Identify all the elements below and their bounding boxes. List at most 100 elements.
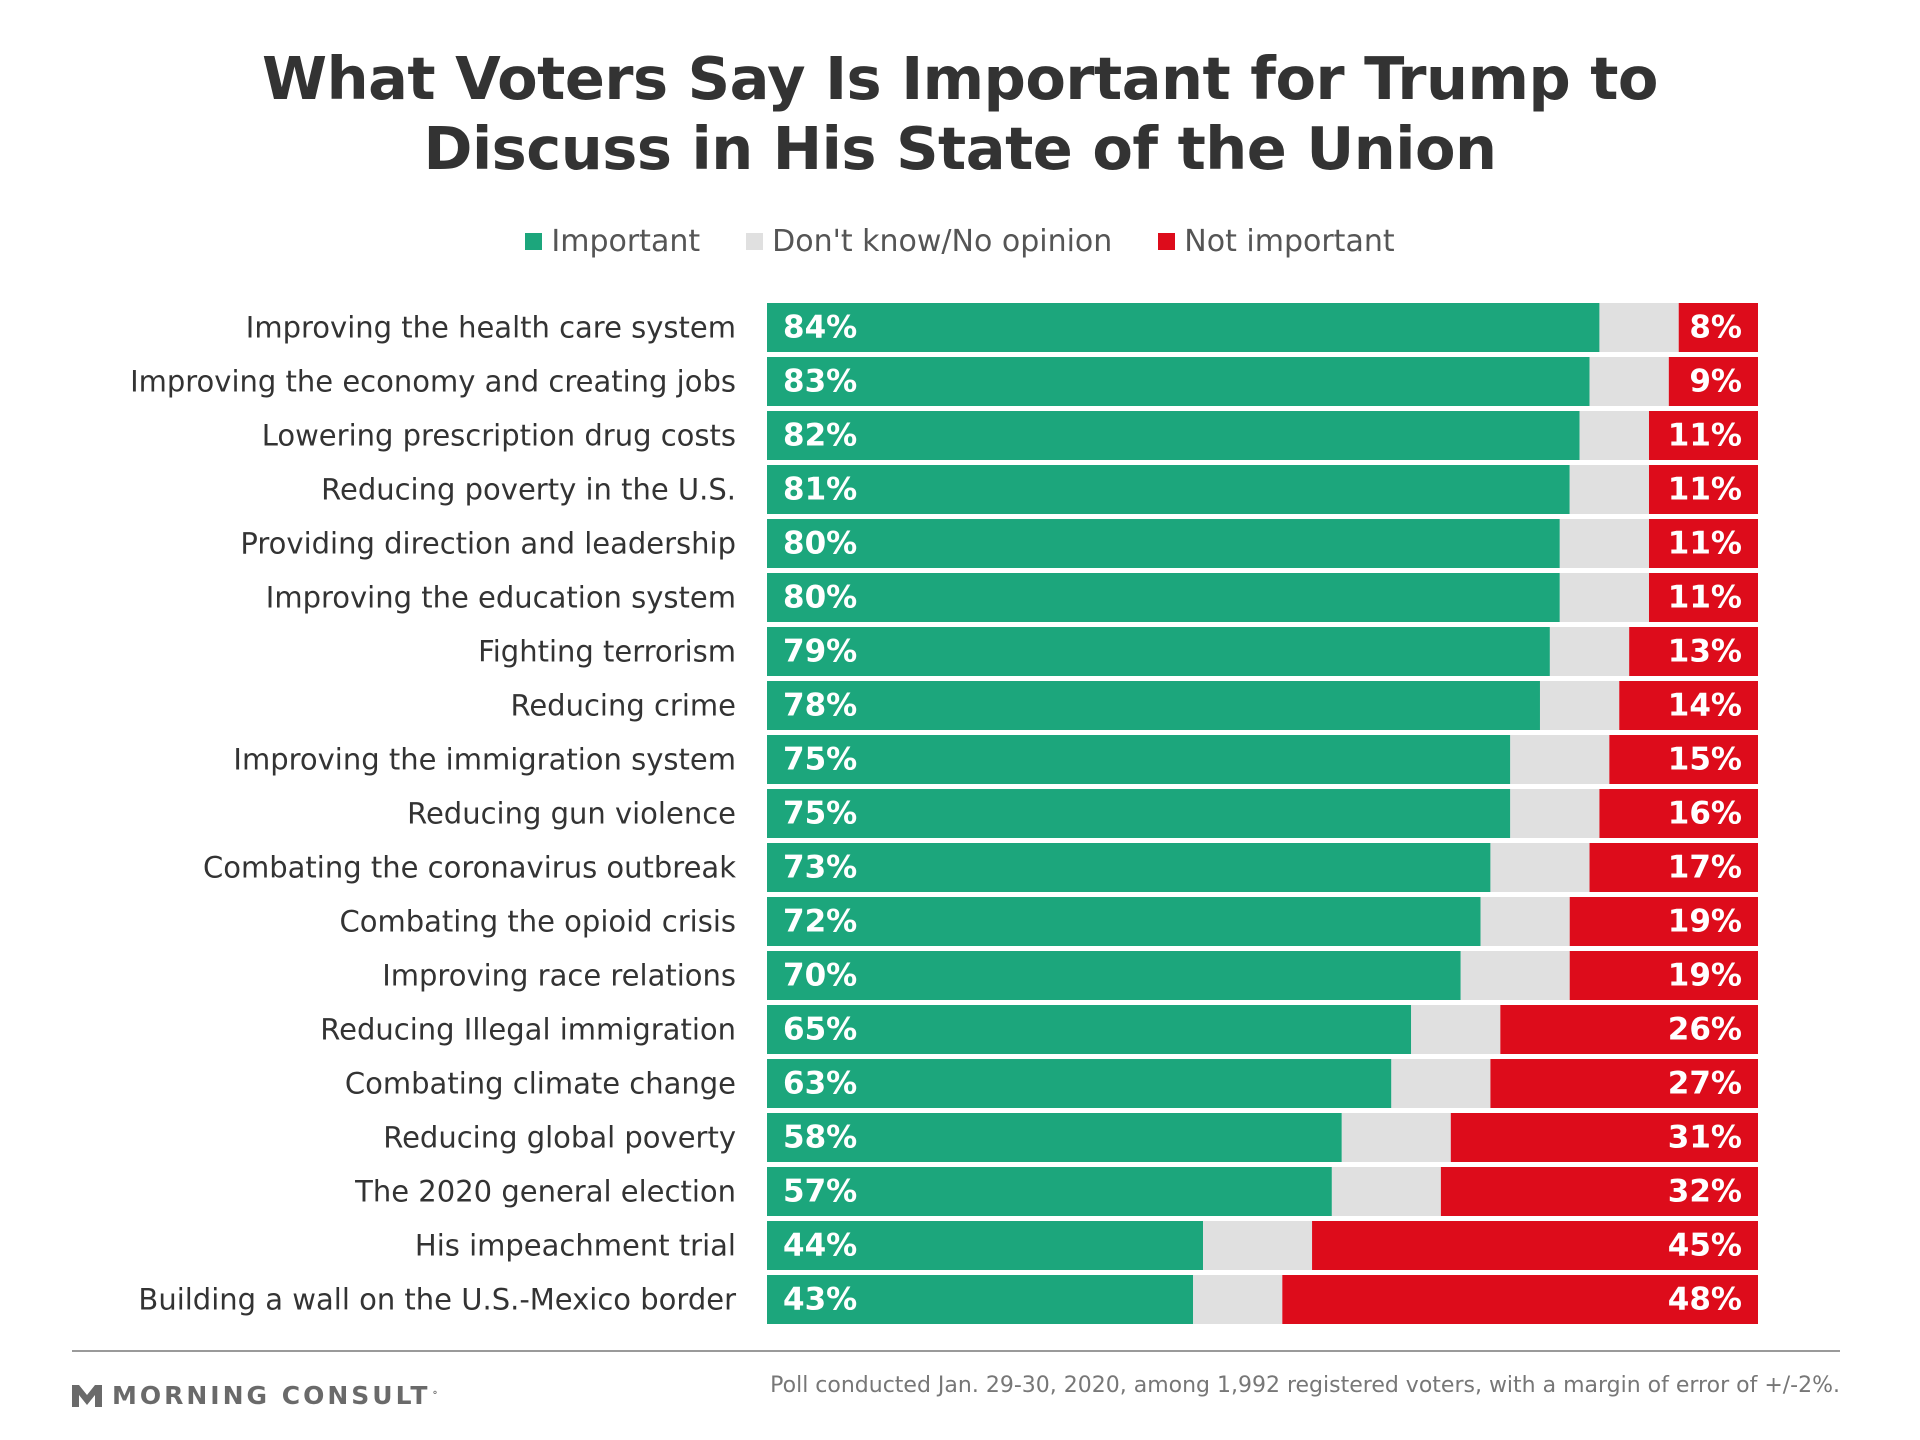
legend-label-important: Important (551, 224, 701, 259)
data-label-not-important-his-impeachment-trial: 45% (1668, 1228, 1742, 1264)
data-label-important-reducing-gun-violence: 75% (783, 796, 857, 832)
data-label-not-important-reducing-poverty-in-the-u-s: 11% (1668, 472, 1742, 508)
chart-title-line-2: Discuss in His State of the Union (423, 114, 1497, 183)
bar-not-important-improving-the-education-system (1648, 573, 1758, 622)
bar-dont-know-improving-the-health-care-system (1599, 303, 1679, 352)
bar-not-important-combating-the-coronavirus-outbreak (1589, 843, 1758, 892)
bar-important-combating-climate-change (767, 1059, 1392, 1108)
bar-not-important-improving-the-economy-and-creating-jobs (1668, 357, 1758, 406)
category-label-improving-the-economy-and-creating-jobs: Improving the economy and creating jobs (130, 365, 736, 399)
data-label-important-providing-direction-and-leadership: 80% (783, 526, 857, 562)
bar-important-improving-the-economy-and-creating-jobs (767, 357, 1590, 406)
bar-important-reducing-gun-violence (767, 789, 1511, 838)
data-label-important-his-impeachment-trial: 44% (783, 1228, 857, 1264)
morning-consult-logo: MORNING CONSULT ° (72, 1381, 437, 1410)
bar-not-important-reducing-illegal-immigration (1500, 1005, 1758, 1054)
data-label-not-important-reducing-global-poverty: 31% (1668, 1120, 1742, 1156)
legend-swatch-dont-know (746, 233, 764, 250)
chart-title-line-1: What Voters Say Is Important for Trump t… (262, 44, 1658, 113)
bar-important-improving-race-relations (767, 951, 1461, 1000)
bar-dont-know-combating-the-coronavirus-outbreak (1490, 843, 1590, 892)
bar-important-combating-the-coronavirus-outbreak (767, 843, 1491, 892)
data-label-important-lowering-prescription-drug-costs: 82% (783, 418, 857, 454)
bar-not-important-reducing-global-poverty (1450, 1113, 1758, 1162)
category-label-combating-the-opioid-crisis: Combating the opioid crisis (340, 905, 737, 939)
data-label-important-fighting-terrorism: 79% (783, 634, 857, 670)
bar-important-reducing-poverty-in-the-u-s (767, 465, 1570, 514)
bar-dont-know-his-impeachment-trial (1203, 1221, 1313, 1270)
bar-not-important-building-a-wall-on-the-u-s-mexico-border (1282, 1275, 1758, 1324)
bar-dont-know-improving-the-economy-and-creating-jobs (1589, 357, 1669, 406)
footer-divider (72, 1350, 1840, 1352)
bar-not-important-improving-race-relations (1569, 951, 1758, 1000)
bar-dont-know-combating-climate-change (1391, 1059, 1491, 1108)
data-label-important-improving-race-relations: 70% (783, 958, 857, 994)
bar-important-improving-the-education-system (767, 573, 1560, 622)
legend-item-important: Important (525, 224, 700, 259)
bar-not-important-improving-the-immigration-system (1609, 735, 1758, 784)
bar-dont-know-combating-the-opioid-crisis (1480, 897, 1570, 946)
bar-not-important-the-2020-general-election (1440, 1167, 1758, 1216)
data-label-important-combating-the-coronavirus-outbreak: 73% (783, 850, 857, 886)
data-label-not-important-fighting-terrorism: 13% (1668, 634, 1742, 670)
data-label-important-improving-the-health-care-system: 84% (783, 310, 857, 346)
data-label-not-important-lowering-prescription-drug-costs: 11% (1668, 418, 1742, 454)
data-label-not-important-improving-the-immigration-system: 15% (1668, 742, 1742, 778)
bar-dont-know-reducing-poverty-in-the-u-s (1569, 465, 1649, 514)
legend-swatch-not-important (1158, 233, 1176, 250)
bar-dont-know-reducing-global-poverty (1341, 1113, 1451, 1162)
bar-not-important-reducing-poverty-in-the-u-s (1648, 465, 1758, 514)
bar-dont-know-fighting-terrorism (1549, 627, 1630, 676)
data-label-important-improving-the-education-system: 80% (783, 580, 857, 616)
bar-important-reducing-global-poverty (767, 1113, 1342, 1162)
data-label-important-combating-the-opioid-crisis: 72% (783, 904, 857, 940)
bar-not-important-providing-direction-and-leadership (1648, 519, 1758, 568)
chart-legend: Important Don't know/No opinion Not impo… (0, 224, 1920, 259)
category-label-providing-direction-and-leadership: Providing direction and leadership (240, 527, 736, 561)
bar-dont-know-improving-the-immigration-system (1510, 735, 1610, 784)
data-label-not-important-combating-climate-change: 27% (1668, 1066, 1742, 1102)
category-label-lowering-prescription-drug-costs: Lowering prescription drug costs (262, 419, 736, 453)
data-label-not-important-improving-race-relations: 19% (1668, 958, 1742, 994)
category-label-improving-the-education-system: Improving the education system (266, 581, 736, 615)
data-label-not-important-improving-the-education-system: 11% (1668, 580, 1742, 616)
category-label-improving-race-relations: Improving race relations (382, 959, 736, 993)
category-label-reducing-poverty-in-the-u-s: Reducing poverty in the U.S. (321, 473, 736, 507)
bar-important-improving-the-health-care-system (767, 303, 1600, 352)
bar-not-important-reducing-gun-violence (1599, 789, 1758, 838)
bar-dont-know-improving-race-relations (1460, 951, 1570, 1000)
category-label-fighting-terrorism: Fighting terrorism (478, 635, 736, 669)
chart-title: What Voters Say Is Important for Trump t… (0, 44, 1920, 184)
data-label-important-reducing-global-poverty: 58% (783, 1120, 857, 1156)
bar-dont-know-reducing-gun-violence (1510, 789, 1600, 838)
bar-dont-know-lowering-prescription-drug-costs (1579, 411, 1649, 460)
data-label-not-important-reducing-gun-violence: 16% (1668, 796, 1742, 832)
category-label-reducing-gun-violence: Reducing gun violence (407, 797, 736, 831)
registered-mark: ° (432, 1390, 438, 1401)
data-label-not-important-improving-the-economy-and-creating-jobs: 9% (1689, 364, 1742, 400)
data-label-important-combating-climate-change: 63% (783, 1066, 857, 1102)
bar-not-important-his-impeachment-trial (1312, 1221, 1758, 1270)
bar-not-important-reducing-crime (1619, 681, 1758, 730)
legend-item-not-important: Not important (1158, 224, 1395, 259)
bar-important-improving-the-immigration-system (767, 735, 1511, 784)
bar-dont-know-providing-direction-and-leadership (1559, 519, 1649, 568)
data-label-not-important-improving-the-health-care-system: 8% (1689, 310, 1742, 346)
data-label-not-important-combating-the-coronavirus-outbreak: 17% (1668, 850, 1742, 886)
data-label-not-important-reducing-illegal-immigration: 26% (1668, 1012, 1742, 1048)
bar-dont-know-building-a-wall-on-the-u-s-mexico-border (1193, 1275, 1283, 1324)
legend-item-dont-know: Don't know/No opinion (746, 224, 1112, 259)
legend-swatch-important (525, 233, 543, 250)
bar-important-providing-direction-and-leadership (767, 519, 1560, 568)
stacked-bar-chart: Improving the health care system 84% 8% Imp… (130, 303, 1758, 1324)
bar-important-reducing-crime (767, 681, 1540, 730)
data-label-not-important-providing-direction-and-leadership: 11% (1668, 526, 1742, 562)
category-label-reducing-global-poverty: Reducing global poverty (383, 1121, 736, 1155)
data-label-important-building-a-wall-on-the-u-s-mexico-border: 43% (783, 1282, 857, 1318)
bar-dont-know-improving-the-education-system (1559, 573, 1649, 622)
category-label-combating-climate-change: Combating climate change (345, 1067, 736, 1101)
bar-not-important-lowering-prescription-drug-costs (1648, 411, 1758, 460)
bar-important-reducing-illegal-immigration (767, 1005, 1412, 1054)
category-label-his-impeachment-trial: His impeachment trial (415, 1229, 736, 1263)
bar-important-the-2020-general-election (767, 1167, 1332, 1216)
